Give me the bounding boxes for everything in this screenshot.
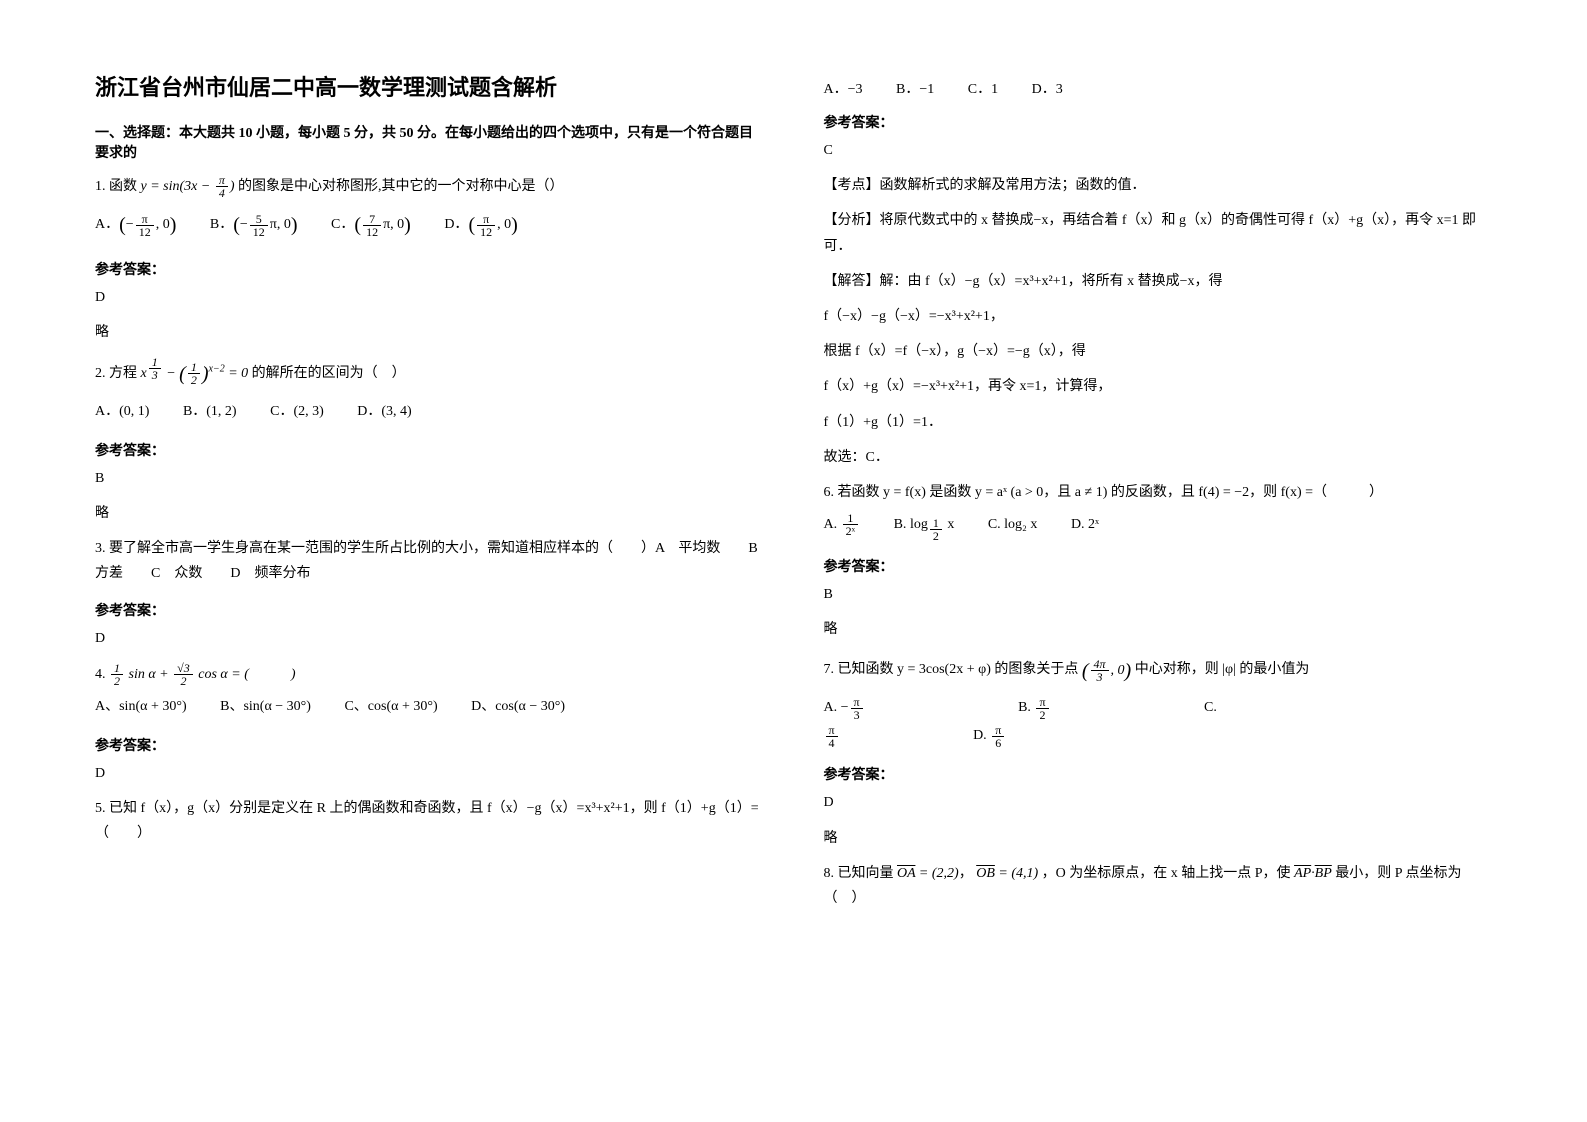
q1-opt-a: A．(−π12, 0) (95, 205, 176, 245)
question-7: 7. 已知函数 y = 3cos(2x + φ) 的图象关于点 (4π3, 0)… (824, 652, 1493, 750)
q2-options: A．(0, 1) B．(1, 2) C．(2, 3) D．(3, 4) (95, 398, 764, 426)
q1-answer: D (95, 285, 764, 310)
q5-opt-a: A．−3 (824, 76, 863, 104)
q7-opt-a: A. −π3 (824, 694, 865, 722)
q8-ap-bp: AP·BP (1294, 866, 1332, 881)
q1-answer-label: 参考答案： (95, 259, 764, 279)
section-header: 一、选择题：本大题共 10 小题，每小题 5 分，共 50 分。在每小题给出的四… (95, 122, 764, 162)
q1-stem-prefix: 1. 函数 (95, 179, 137, 194)
q6-note: 略 (824, 617, 1493, 642)
q7-answer-label: 参考答案： (824, 764, 1493, 784)
q7-note: 略 (824, 826, 1493, 851)
question-5: 5. 已知 f（x），g（x）分别是定义在 R 上的偶函数和奇函数，且 f（x）… (95, 796, 764, 846)
q7-stem-prefix: 7. 已知函数 y = 3cos(2x + φ) 的图象关于点 (824, 663, 1079, 678)
q5-analysis-2: 【解答】解：由 f（x）−g（x）=x³+x²+1，将所有 x 替换成−x，得 (824, 269, 1493, 294)
right-column: A．−3 B．−1 C．1 D．3 参考答案： C 【考点】函数解析式的求解及常… (824, 70, 1493, 925)
q5-opt-b: B．−1 (896, 76, 934, 104)
q2-opt-c: C．(2, 3) (270, 398, 324, 426)
q7-stem-suffix: 中心对称，则 |φ| 的最小值为 (1135, 663, 1310, 678)
q7-answer: D (824, 790, 1493, 815)
question-3: 3. 要了解全市高一学生身高在某一范围的学生所占比例的大小，需知道相应样本的（ … (95, 536, 764, 586)
q5-options: A．−3 B．−1 C．1 D．3 (824, 76, 1493, 104)
q6-opt-c: C. log₂ x (988, 511, 1038, 539)
q7-point: (4π3, 0) (1082, 663, 1131, 678)
q8-stem-mid: ，O 为坐标原点，在 x 轴上找一点 P，使 (1042, 866, 1291, 881)
q5-analysis-4: 根据 f（x）=f（−x），g（−x）=−g（x），得 (824, 339, 1493, 364)
q1-formula: y = sin(3x − π4) (141, 179, 239, 194)
q2-stem-prefix: 2. 方程 (95, 366, 137, 381)
q2-formula: x13 − (12)x−2 = 0 (141, 366, 252, 381)
left-column: 浙江省台州市仙居二中高一数学理测试题含解析 一、选择题：本大题共 10 小题，每… (95, 70, 764, 925)
q2-opt-d: D．(3, 4) (357, 398, 411, 426)
q6-answer: B (824, 582, 1493, 607)
q7-opt-c-val: π4 (824, 722, 840, 750)
q1-stem-suffix: 的图象是中心对称图形,其中它的一个对称中心是（） (238, 179, 564, 194)
q3-answer-label: 参考答案： (95, 600, 764, 620)
q4-opt-d: D、cos(α − 30°) (471, 693, 565, 721)
q5-opt-c: C．1 (968, 76, 998, 104)
q6-opt-d: D. 2ˣ (1071, 511, 1099, 539)
q7-opt-c: C. (1204, 694, 1217, 722)
q2-answer-label: 参考答案： (95, 440, 764, 460)
q4-stem-prefix: 4. (95, 667, 106, 682)
q1-opt-b: B．(−512π, 0) (210, 205, 298, 245)
q5-opt-d: D．3 (1032, 76, 1063, 104)
q5-analysis-7: 故选：C． (824, 445, 1493, 470)
q5-analysis-5: f（x）+g（x）=−x³+x²+1，再令 x=1，计算得， (824, 374, 1493, 399)
q3-answer: D (95, 626, 764, 651)
q4-opt-a: A、sin(α + 30°) (95, 693, 187, 721)
q8-oa: OA = (2,2) (897, 866, 959, 881)
q4-opt-c: C、cos(α + 30°) (344, 693, 437, 721)
q5-answer-label: 参考答案： (824, 112, 1493, 132)
q1-note: 略 (95, 320, 764, 345)
q5-analysis-6: f（1）+g（1）=1． (824, 410, 1493, 435)
q8-ob: OB = (4,1) (976, 866, 1038, 881)
q4-answer-label: 参考答案： (95, 735, 764, 755)
q6-options: A. 12ˣ B. log12 x C. log₂ x D. 2ˣ (824, 511, 1493, 542)
q5-analysis-3: f（−x）−g（−x）=−x³+x²+1， (824, 304, 1493, 329)
q1-opt-d: D．(π12, 0) (444, 205, 517, 245)
q6-stem: 6. 若函数 y = f(x) 是函数 y = aˣ (a > 0，且 a ≠ … (824, 485, 1384, 500)
q4-opt-b: B、sin(α − 30°) (220, 693, 311, 721)
q5-analysis-1: 【分析】将原代数式中的 x 替换成−x，再结合着 f（x）和 g（x）的奇偶性可… (824, 208, 1493, 258)
q2-opt-a: A．(0, 1) (95, 398, 149, 426)
q4-formula: 12 sin α + √32 cos α = ( ) (109, 667, 296, 682)
q6-answer-label: 参考答案： (824, 556, 1493, 576)
question-4: 4. 12 sin α + √32 cos α = ( ) A、sin(α + … (95, 662, 764, 721)
q5-analysis-label: 【考点】函数解析式的求解及常用方法；函数的值． (824, 173, 1493, 198)
q2-stem-suffix: 的解所在的区间为（ ） (252, 366, 406, 381)
q7-opt-b: B. π2 (1018, 694, 1050, 722)
q6-opt-b: B. log12 x (894, 511, 955, 542)
q4-answer: D (95, 761, 764, 786)
q2-note: 略 (95, 501, 764, 526)
question-2: 2. 方程 x13 − (12)x−2 = 0 的解所在的区间为（ ） A．(0… (95, 356, 764, 426)
q1-opt-c: C．(712π, 0) (331, 205, 411, 245)
question-6: 6. 若函数 y = f(x) 是函数 y = aˣ (a > 0，且 a ≠ … (824, 480, 1493, 542)
q7-options: A. −π3 B. π2 C. π4 D. π6 (824, 694, 1493, 750)
q2-opt-b: B．(1, 2) (183, 398, 237, 426)
q4-options: A、sin(α + 30°) B、sin(α − 30°) C、cos(α + … (95, 693, 764, 721)
q2-answer: B (95, 466, 764, 491)
q8-stem-prefix: 8. 已知向量 (824, 866, 894, 881)
q1-options: A．(−π12, 0) B．(−512π, 0) C．(712π, 0) D．(… (95, 205, 764, 245)
q7-opt-d: D. π6 (973, 722, 1006, 750)
question-8: 8. 已知向量 OA = (2,2)， OB = (4,1) ，O 为坐标原点，… (824, 861, 1493, 911)
q6-opt-a: A. 12ˣ (824, 511, 861, 539)
document-title: 浙江省台州市仙居二中高一数学理测试题含解析 (95, 70, 764, 102)
q5-answer: C (824, 138, 1493, 163)
question-1: 1. 函数 y = sin(3x − π4) 的图象是中心对称图形,其中它的一个… (95, 174, 764, 245)
